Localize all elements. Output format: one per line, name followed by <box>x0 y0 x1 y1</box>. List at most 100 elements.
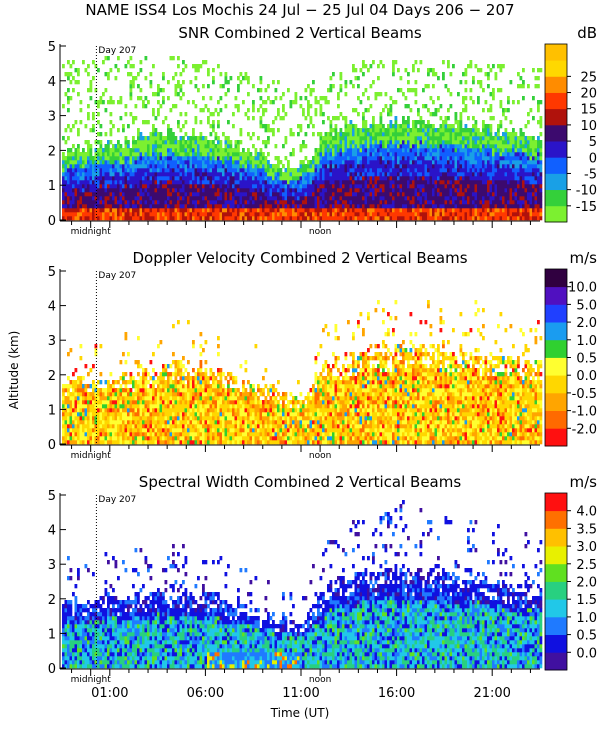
colorbar-segment <box>545 563 567 582</box>
colorbar-label: -0.5 <box>572 387 597 402</box>
colorbar-label: -5 <box>584 167 597 182</box>
colorbar-segment <box>545 599 567 618</box>
colorbar-segment <box>545 205 567 223</box>
y-tick-label: 2 <box>48 593 56 608</box>
panel-title: SNR Combined 2 Vertical Beams <box>178 24 421 42</box>
colorbar-label: 3.0 <box>576 540 597 555</box>
figure-title: NAME ISS4 Los Mochis 24 Jul − 25 Jul 04 … <box>85 1 514 19</box>
colorbar-segment <box>545 546 567 565</box>
colorbar-segment <box>545 304 567 323</box>
time-marker-noon: noon <box>309 675 331 685</box>
y-tick-label: 2 <box>48 144 56 159</box>
panel-3: Spectral Width Combined 2 Vertical Beams… <box>48 473 597 701</box>
colorbar-segment <box>545 124 567 142</box>
colorbar-label: 15 <box>580 103 597 118</box>
colorbar-segment <box>545 60 567 77</box>
y-tick-label: 5 <box>48 265 56 280</box>
y-tick-label: 1 <box>48 403 56 418</box>
colorbar-label: 2.5 <box>576 558 597 573</box>
colorbar-segment <box>545 173 567 191</box>
colorbar-segment <box>545 428 567 447</box>
colorbar-label: 10.0 <box>568 281 597 296</box>
y-tick-label: 0 <box>48 214 56 229</box>
colorbar-label: -1.0 <box>572 405 597 420</box>
time-marker-midnight: midnight <box>71 675 112 685</box>
x-tick-label: 16:00 <box>378 686 415 701</box>
time-marker-noon: noon <box>309 227 331 237</box>
heatmap-field <box>62 500 543 669</box>
day-label: Day 207 <box>98 271 136 281</box>
colorbar-label: 0.0 <box>576 369 597 384</box>
heatmap-field <box>62 300 543 445</box>
colorbar-segment <box>545 92 567 110</box>
time-marker-noon: noon <box>309 451 331 461</box>
y-tick-label: 2 <box>48 369 56 384</box>
colorbar-label: 25 <box>580 70 597 85</box>
panel-2: Doppler Velocity Combined 2 Vertical Bea… <box>48 249 597 461</box>
y-axis-label: Altitude (km) <box>7 331 21 410</box>
colorbar-label: 0.0 <box>576 646 597 661</box>
x-tick-label: 06:00 <box>187 686 224 701</box>
colorbar-segment <box>545 286 567 305</box>
x-tick-label: 11:00 <box>282 686 319 701</box>
y-tick-label: 3 <box>48 110 56 125</box>
colorbar-label: 5 <box>589 135 597 150</box>
colorbar-segment <box>545 339 567 358</box>
colorbar-label: 10 <box>580 119 597 134</box>
colorbar-label: 1.0 <box>576 334 597 349</box>
colorbar-segment <box>545 357 567 376</box>
colorbar-segment <box>545 493 567 512</box>
colorbar-label: 5.0 <box>576 298 597 313</box>
colorbar-label: 4.0 <box>576 505 597 520</box>
colorbar-label: 20 <box>580 87 597 102</box>
y-tick-label: 4 <box>48 300 56 315</box>
colorbar-label: 0 <box>589 151 597 166</box>
colorbar-segment <box>545 76 567 93</box>
colorbar-segment <box>545 581 567 600</box>
colorbar-segment <box>545 652 567 671</box>
colorbar-label: 3.5 <box>576 522 597 537</box>
colorbar-segment <box>545 269 567 288</box>
y-tick-label: 5 <box>48 40 56 55</box>
colorbar-label: 1.5 <box>576 593 597 608</box>
colorbar-units: m/s <box>570 249 598 267</box>
day-label: Day 207 <box>98 46 136 56</box>
colorbar-segment <box>545 141 567 158</box>
y-tick-label: 1 <box>48 627 56 642</box>
heatmap-field <box>62 56 543 221</box>
colorbar-units: m/s <box>570 473 598 491</box>
colorbar-segment <box>545 44 567 61</box>
time-marker-midnight: midnight <box>71 451 112 461</box>
y-tick-label: 4 <box>48 524 56 539</box>
colorbar-segment <box>545 410 567 429</box>
x-axis-label: Time (UT) <box>270 706 330 720</box>
panel-1: SNR Combined 2 Vertical Beams 0 1 2 3 4 5 Day 2… <box>48 24 597 237</box>
colorbar-segment <box>545 528 567 547</box>
panels: SNR Combined 2 Vertical Beams 0 1 2 3 4 5 Day 2… <box>48 24 597 701</box>
y-tick-label: 1 <box>48 179 56 194</box>
colorbar-frame <box>544 43 568 223</box>
x-tick-label: 01:00 <box>91 686 128 701</box>
colorbar-label: 1.0 <box>576 611 597 626</box>
colorbar-segment <box>545 108 567 126</box>
panel-title: Doppler Velocity Combined 2 Vertical Bea… <box>132 249 467 267</box>
colorbar-segment <box>545 616 567 635</box>
colorbar-label: -2.0 <box>572 422 597 437</box>
colorbar-label: -10 <box>576 184 597 199</box>
colorbar-segment <box>545 634 567 653</box>
colorbar-segment <box>545 157 567 174</box>
colorbar-segment <box>545 392 567 411</box>
y-tick-label: 3 <box>48 558 56 573</box>
time-marker-midnight: midnight <box>71 227 112 237</box>
colorbar-label: 0.5 <box>576 352 597 367</box>
colorbar-units: dB <box>577 24 597 42</box>
colorbar-segment <box>545 189 567 207</box>
colorbar-segment <box>545 375 567 394</box>
panel-title: Spectral Width Combined 2 Vertical Beams <box>139 473 462 491</box>
x-tick-label: 21:00 <box>473 686 510 701</box>
y-tick-label: 5 <box>48 489 56 504</box>
colorbar-segment <box>545 510 567 529</box>
day-label: Day 207 <box>98 495 136 505</box>
colorbar-label: 2.0 <box>576 316 597 331</box>
